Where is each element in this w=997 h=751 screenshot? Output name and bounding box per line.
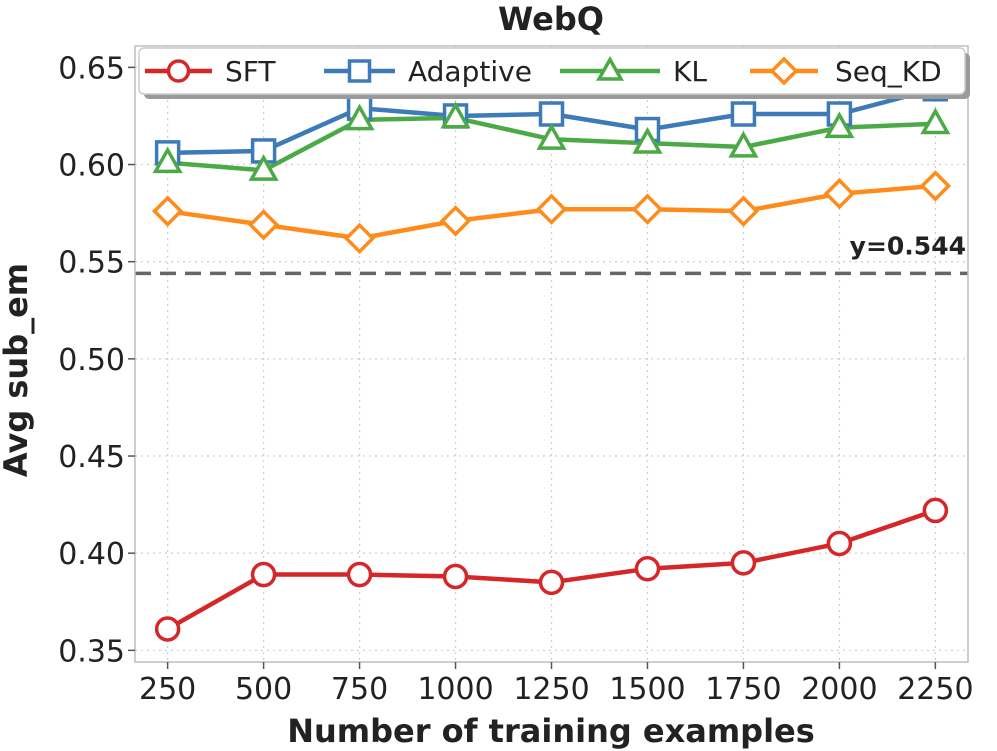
data-point-sft [442, 563, 469, 590]
legend-label-kl: KL [673, 55, 707, 88]
reference-line-group: y=0.544 [135, 231, 968, 276]
data-point-kl [248, 154, 279, 181]
x-tick-label: 250 [139, 672, 196, 707]
data-point-seq-kd [919, 170, 952, 202]
data-point-seq-kd [823, 178, 856, 210]
x-tick-label: 500 [235, 672, 292, 707]
legend-label-adaptive: Adaptive [408, 55, 532, 88]
legend-label-seq-kd: Seq_KD [835, 55, 942, 88]
data-point-seq-kd [247, 209, 280, 241]
data-point-kl [344, 103, 375, 131]
data-point-seq-kd [535, 193, 568, 225]
y-tick-label: 0.65 [58, 51, 125, 86]
x-tick-label: 2000 [801, 672, 877, 707]
y-tick-label: 0.60 [58, 149, 125, 184]
data-point-sft [154, 616, 181, 642]
legend-box [138, 47, 966, 95]
x-axis-title: Number of training examples [287, 712, 815, 750]
data-point-seq-kd [343, 222, 376, 255]
data-point-seq-kd [439, 205, 472, 237]
y-tick-label: 0.45 [58, 440, 125, 475]
legend: SFT Adaptive KL Seq_KD [138, 47, 970, 99]
data-point-adaptive [538, 101, 565, 127]
data-point-sft [634, 555, 661, 582]
data-point-seq-kd [631, 193, 664, 225]
y-tick-label: 0.40 [58, 537, 125, 572]
legend-marker-kl [596, 55, 624, 81]
legend-label-sft: SFT [225, 55, 276, 88]
data-point-kl [632, 126, 663, 154]
y-axis-title: Avg sub_em [0, 263, 35, 477]
y-tick-label: 0.50 [58, 343, 125, 378]
series-markers [151, 76, 952, 642]
data-point-sft [538, 569, 565, 596]
x-tick-label: 1000 [417, 672, 493, 707]
x-axis-ticks: 250 500 750 1000 1250 1500 1750 2000 2250 [139, 662, 974, 707]
data-point-sft [922, 497, 949, 524]
legend-marker-sft [166, 59, 191, 83]
y-axis-ticks: 0.35 0.40 0.45 0.50 0.55 0.60 0.65 [58, 51, 135, 669]
data-point-seq-kd [727, 195, 760, 227]
data-point-kl [536, 123, 567, 150]
data-point-kl [440, 101, 471, 129]
data-point-kl [728, 130, 759, 158]
data-point-seq-kd [151, 195, 184, 227]
data-point-sft [730, 550, 757, 576]
data-point-sft [826, 530, 853, 557]
x-tick-label: 2250 [897, 672, 973, 707]
y-tick-label: 0.55 [58, 246, 125, 281]
legend-marker-seq-kd [769, 56, 799, 86]
x-tick-label: 1250 [513, 672, 589, 707]
y-tick-label: 0.35 [58, 634, 125, 669]
data-point-kl [824, 111, 855, 139]
data-point-sft [250, 561, 277, 588]
x-tick-label: 1500 [609, 672, 685, 707]
data-point-kl [152, 146, 183, 174]
reference-line-label: y=0.544 [850, 231, 966, 260]
x-tick-label: 1750 [705, 672, 781, 707]
data-point-sft [346, 561, 373, 588]
data-point-adaptive [730, 101, 757, 127]
chart-title: WebQ [498, 0, 604, 38]
data-point-kl [920, 107, 951, 135]
x-tick-label: 750 [331, 672, 388, 707]
legend-marker-adaptive [347, 59, 372, 83]
